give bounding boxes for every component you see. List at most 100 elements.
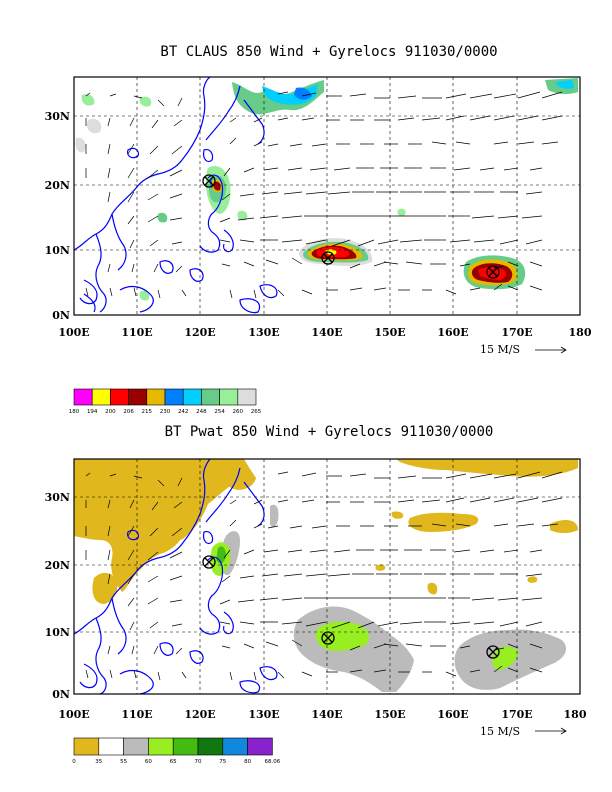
colorbar-label: 200 (105, 409, 116, 415)
colorbar-swatch (201, 388, 220, 406)
lon-label: 130E (248, 708, 279, 721)
lat-label: 10N (45, 626, 70, 639)
map2-lat-labels: 30N 20N 10N 0N (45, 491, 70, 701)
colorbar-label: 75 (219, 759, 226, 765)
gyre-marker (321, 631, 335, 645)
map1-wind-vectors (85, 91, 563, 299)
lat-label: 20N (45, 559, 70, 572)
lat-label: 0N (52, 688, 70, 701)
lat-label: 10N (45, 244, 70, 257)
lon-label: 180 (564, 708, 587, 721)
colorbar-label: 68.06 (265, 759, 281, 765)
colorbar-labels: 180 194 200 206 215 230 242 248 254 260 265 (69, 409, 262, 415)
lon-label: 150E (374, 326, 405, 339)
colorbar-label: 265 (251, 409, 262, 415)
lon-label: 160E (437, 708, 468, 721)
lon-label: 100E (58, 708, 89, 721)
colorbar-label: 248 (196, 409, 207, 415)
map1-colorbar: 180 194 200 206 215 230 242 248 254 260 265 (69, 388, 262, 415)
lon-label: 110E (121, 708, 152, 721)
colorbar-swatch (172, 737, 199, 756)
colorbar-label: 70 (195, 759, 202, 765)
colorbar-swatch (237, 388, 257, 406)
map1-frame (73, 76, 581, 316)
lat-label: 20N (45, 179, 70, 192)
reference-vector-label: 15 M/S (480, 343, 520, 356)
lon-label: 140E (311, 708, 342, 721)
colorbar-swatch (91, 388, 111, 406)
map1-lon-labels: 100E 110E 120E 130E 140E 150E 160E 170E … (58, 326, 592, 339)
map1-reference-vector: 15 M/S (480, 343, 567, 356)
colorbar-swatch (73, 388, 93, 406)
map2-gyre-markers (202, 555, 500, 659)
map2-lon-labels: 100E 110E 120E 130E 140E 150E 160E 170E … (58, 708, 587, 721)
map2-coastlines (74, 459, 278, 694)
gyre-marker (486, 265, 500, 279)
map2-frame (73, 458, 581, 695)
gyre-marker (202, 174, 216, 188)
reference-arrow (535, 727, 567, 735)
colorbar-swatch (128, 388, 148, 406)
gyre-marker (321, 251, 335, 265)
colorbar-swatch (219, 388, 239, 406)
colorbar-swatch (110, 388, 129, 406)
lon-label: 150E (374, 708, 405, 721)
lon-label: 170E (501, 326, 532, 339)
colorbar-swatch (182, 388, 202, 406)
map1-gyre-markers (202, 174, 500, 279)
colorbar-swatch (247, 737, 273, 756)
colorbar-swatches (73, 737, 273, 756)
lon-label: 130E (248, 326, 279, 339)
map2-panel (73, 458, 581, 695)
gyre-marker (486, 645, 500, 659)
colorbar-swatch (98, 737, 124, 756)
colorbar-swatch (73, 737, 100, 756)
colorbar-label: 60 (145, 759, 152, 765)
gyre-marker (202, 555, 216, 569)
map2-wind-vectors (85, 471, 563, 681)
colorbar-labels: 0 35 55 60 65 70 75 80 68.06 (72, 759, 281, 765)
colorbar-swatch (222, 737, 248, 756)
colorbar-label: 230 (160, 409, 171, 415)
colorbar-swatch (123, 737, 149, 756)
lon-label: 140E (311, 326, 342, 339)
lat-label: 30N (45, 110, 70, 123)
lon-label: 160E (437, 326, 468, 339)
map1-title: BT CLAUS 850 Wind + Gyrelocs 911030/0000 (160, 44, 497, 60)
colorbar-swatch (146, 388, 166, 406)
colorbar-label: 194 (87, 409, 98, 415)
colorbar-label: 65 (170, 759, 177, 765)
map1-panel (73, 76, 581, 316)
colorbar-label: 180 (69, 409, 80, 415)
colorbar-label: 206 (123, 409, 134, 415)
colorbar-swatches (73, 388, 257, 406)
colorbar-label: 55 (120, 759, 127, 765)
map1-lat-labels: 30N 20N 10N 0N (45, 110, 70, 322)
lon-label: 180 (569, 326, 592, 339)
lon-label: 110E (121, 326, 152, 339)
map1-cloud-shading (75, 78, 578, 301)
colorbar-label: 254 (214, 409, 225, 415)
colorbar-label: 0 (72, 759, 76, 765)
map2-colorbar: 0 35 55 60 65 70 75 80 68.06 (72, 737, 281, 765)
colorbar-label: 35 (95, 759, 102, 765)
map2-title: BT Pwat 850 Wind + Gyrelocs 911030/0000 (165, 424, 494, 440)
lon-label: 120E (184, 326, 215, 339)
lon-label: 120E (184, 708, 215, 721)
colorbar-swatch (148, 737, 174, 756)
map1-coastlines (74, 77, 278, 314)
colorbar-swatch (197, 737, 224, 756)
colorbar-label: 260 (233, 409, 244, 415)
map1-grid (74, 77, 580, 315)
colorbar-swatch (164, 388, 184, 406)
reference-arrow (535, 346, 567, 354)
reference-vector-label: 15 M/S (480, 725, 520, 738)
lon-label: 100E (58, 326, 89, 339)
colorbar-label: 80 (244, 759, 251, 765)
colorbar-label: 215 (142, 409, 153, 415)
map2-reference-vector: 15 M/S (480, 725, 567, 738)
map2-pwat-shading (74, 459, 578, 692)
lon-label: 170E (501, 708, 532, 721)
lat-label: 0N (52, 309, 70, 322)
